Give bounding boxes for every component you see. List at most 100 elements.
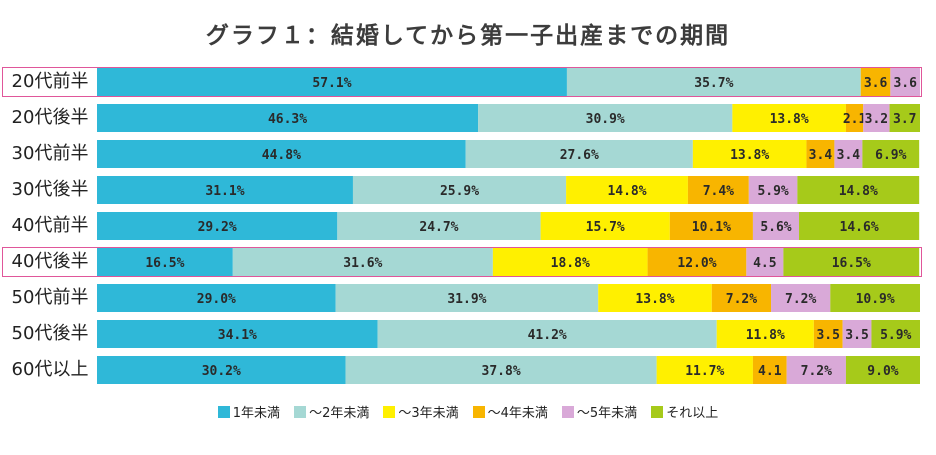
category-label: 40代前半 (11, 215, 89, 236)
data-label: 6.9% (875, 148, 906, 163)
data-label: 2.1 (843, 112, 867, 127)
bar-segment (478, 104, 733, 132)
legend-label: ～5年未満 (576, 406, 638, 421)
data-label: 3.2 (865, 112, 888, 127)
bar-segment (748, 176, 798, 204)
legend-item: 1年未満 (217, 402, 281, 421)
data-label: 5.6% (760, 220, 791, 235)
bar-segment (797, 176, 920, 204)
data-label: 37.8% (482, 364, 521, 379)
bar-segment (669, 212, 753, 240)
data-label: 10.1% (692, 220, 731, 235)
data-label: 4.1 (758, 364, 782, 379)
data-label: 29.2% (198, 220, 237, 235)
bar-segment (97, 140, 466, 168)
data-label: 14.8% (839, 184, 878, 199)
category-label: 30代前半 (11, 143, 89, 164)
data-label: 27.6% (560, 148, 599, 163)
bar-segment (335, 284, 599, 312)
data-label: 3.7 (893, 112, 916, 127)
bar-segment (746, 248, 784, 276)
legend-label: ～4年未満 (487, 406, 548, 421)
legend-label: 1年未満 (232, 406, 281, 421)
bar-segment (97, 284, 336, 312)
legend-label: ～3年未満 (398, 406, 459, 421)
bar-segment (566, 68, 861, 96)
bar-segment (97, 176, 353, 204)
bar-segment (97, 104, 479, 132)
data-label: 5.9% (757, 184, 788, 199)
bar-segment (716, 320, 814, 348)
bar-segment (232, 248, 493, 276)
bar-segment (834, 140, 863, 168)
legend-item: ～3年未満 (383, 402, 459, 421)
data-label: 13.8% (730, 148, 769, 163)
bar-segment (566, 176, 688, 204)
bar-segment (799, 212, 920, 240)
legend-swatch (383, 406, 396, 418)
data-label: 4.5 (753, 256, 776, 271)
data-label: 5.9% (880, 328, 911, 343)
legend-swatch (294, 406, 307, 418)
bar-segment (845, 356, 920, 384)
chart-legend: 1年未満 ～2年未満 ～3年未満 ～4年未満 ～5年未満 それ以上 (0, 402, 936, 421)
category-label: 20代後半 (11, 107, 89, 128)
data-label: 14.6% (840, 220, 879, 235)
data-label: 3.6 (893, 76, 917, 91)
data-label: 15.7% (586, 220, 625, 235)
bar-segment (647, 248, 747, 276)
data-label: 24.7% (419, 220, 458, 235)
legend-label: それ以上 (666, 406, 719, 421)
legend-item: ～5年未満 (561, 402, 638, 421)
data-label: 41.2% (528, 328, 567, 343)
data-label: 34.1% (218, 328, 257, 343)
bar-segment (345, 356, 657, 384)
legend-item: ～2年未満 (294, 402, 369, 421)
data-label: 30.9% (586, 112, 625, 127)
data-label: 7.2% (785, 292, 816, 307)
data-label: 7.2% (726, 292, 757, 307)
legend-swatch (217, 406, 230, 418)
category-label: 50代前半 (11, 287, 89, 308)
bar-segment (97, 320, 378, 348)
data-label: 57.1% (312, 76, 351, 91)
bar-segment (783, 248, 920, 276)
legend-swatch (472, 406, 485, 418)
bar-segment (97, 68, 567, 96)
stacked-bar-chart: 57.1% 35.7% 3.6 3.6 46.3% 30.9% 13.8% 2.13.2 3.7… (97, 68, 920, 384)
bar-segment (352, 176, 567, 204)
data-label: 12.0% (677, 256, 716, 271)
category-label: 60代以上 (11, 359, 89, 380)
bar-segment (889, 104, 920, 132)
data-label: 3.5 (816, 328, 839, 343)
data-label: 7.4% (703, 184, 734, 199)
data-label: 16.5% (145, 256, 184, 271)
bar-segment (786, 356, 846, 384)
bar-segment (598, 284, 712, 312)
data-label: 13.8% (770, 112, 809, 127)
bar-segment (862, 140, 920, 168)
bar-segment (465, 140, 693, 168)
legend-item: ～4年未満 (472, 402, 548, 421)
data-label: 3.5 (845, 328, 868, 343)
bar-segment (871, 320, 920, 348)
data-label: 46.3% (268, 112, 307, 127)
bar-segment (97, 212, 338, 240)
category-label: 20代前半 (11, 71, 89, 92)
data-label: 11.8% (746, 328, 785, 343)
category-label: 40代後半 (11, 251, 89, 272)
data-label: 14.8% (607, 184, 646, 199)
data-label: 31.9% (447, 292, 486, 307)
data-label: 18.8% (551, 256, 590, 271)
data-label: 10.9% (856, 292, 895, 307)
bar-segment (842, 320, 872, 348)
data-label: 3.4 (809, 148, 833, 163)
data-label: 16.5% (832, 256, 871, 271)
chart-title: グラフ１：結婚してから第一子出産までの期間 (205, 23, 731, 49)
bar-segment (687, 176, 749, 204)
legend-label: ～2年未満 (309, 406, 370, 421)
bar-segment (806, 140, 835, 168)
bar-segment (97, 356, 346, 384)
bar-segment (752, 212, 800, 240)
bar-segment (97, 248, 233, 276)
